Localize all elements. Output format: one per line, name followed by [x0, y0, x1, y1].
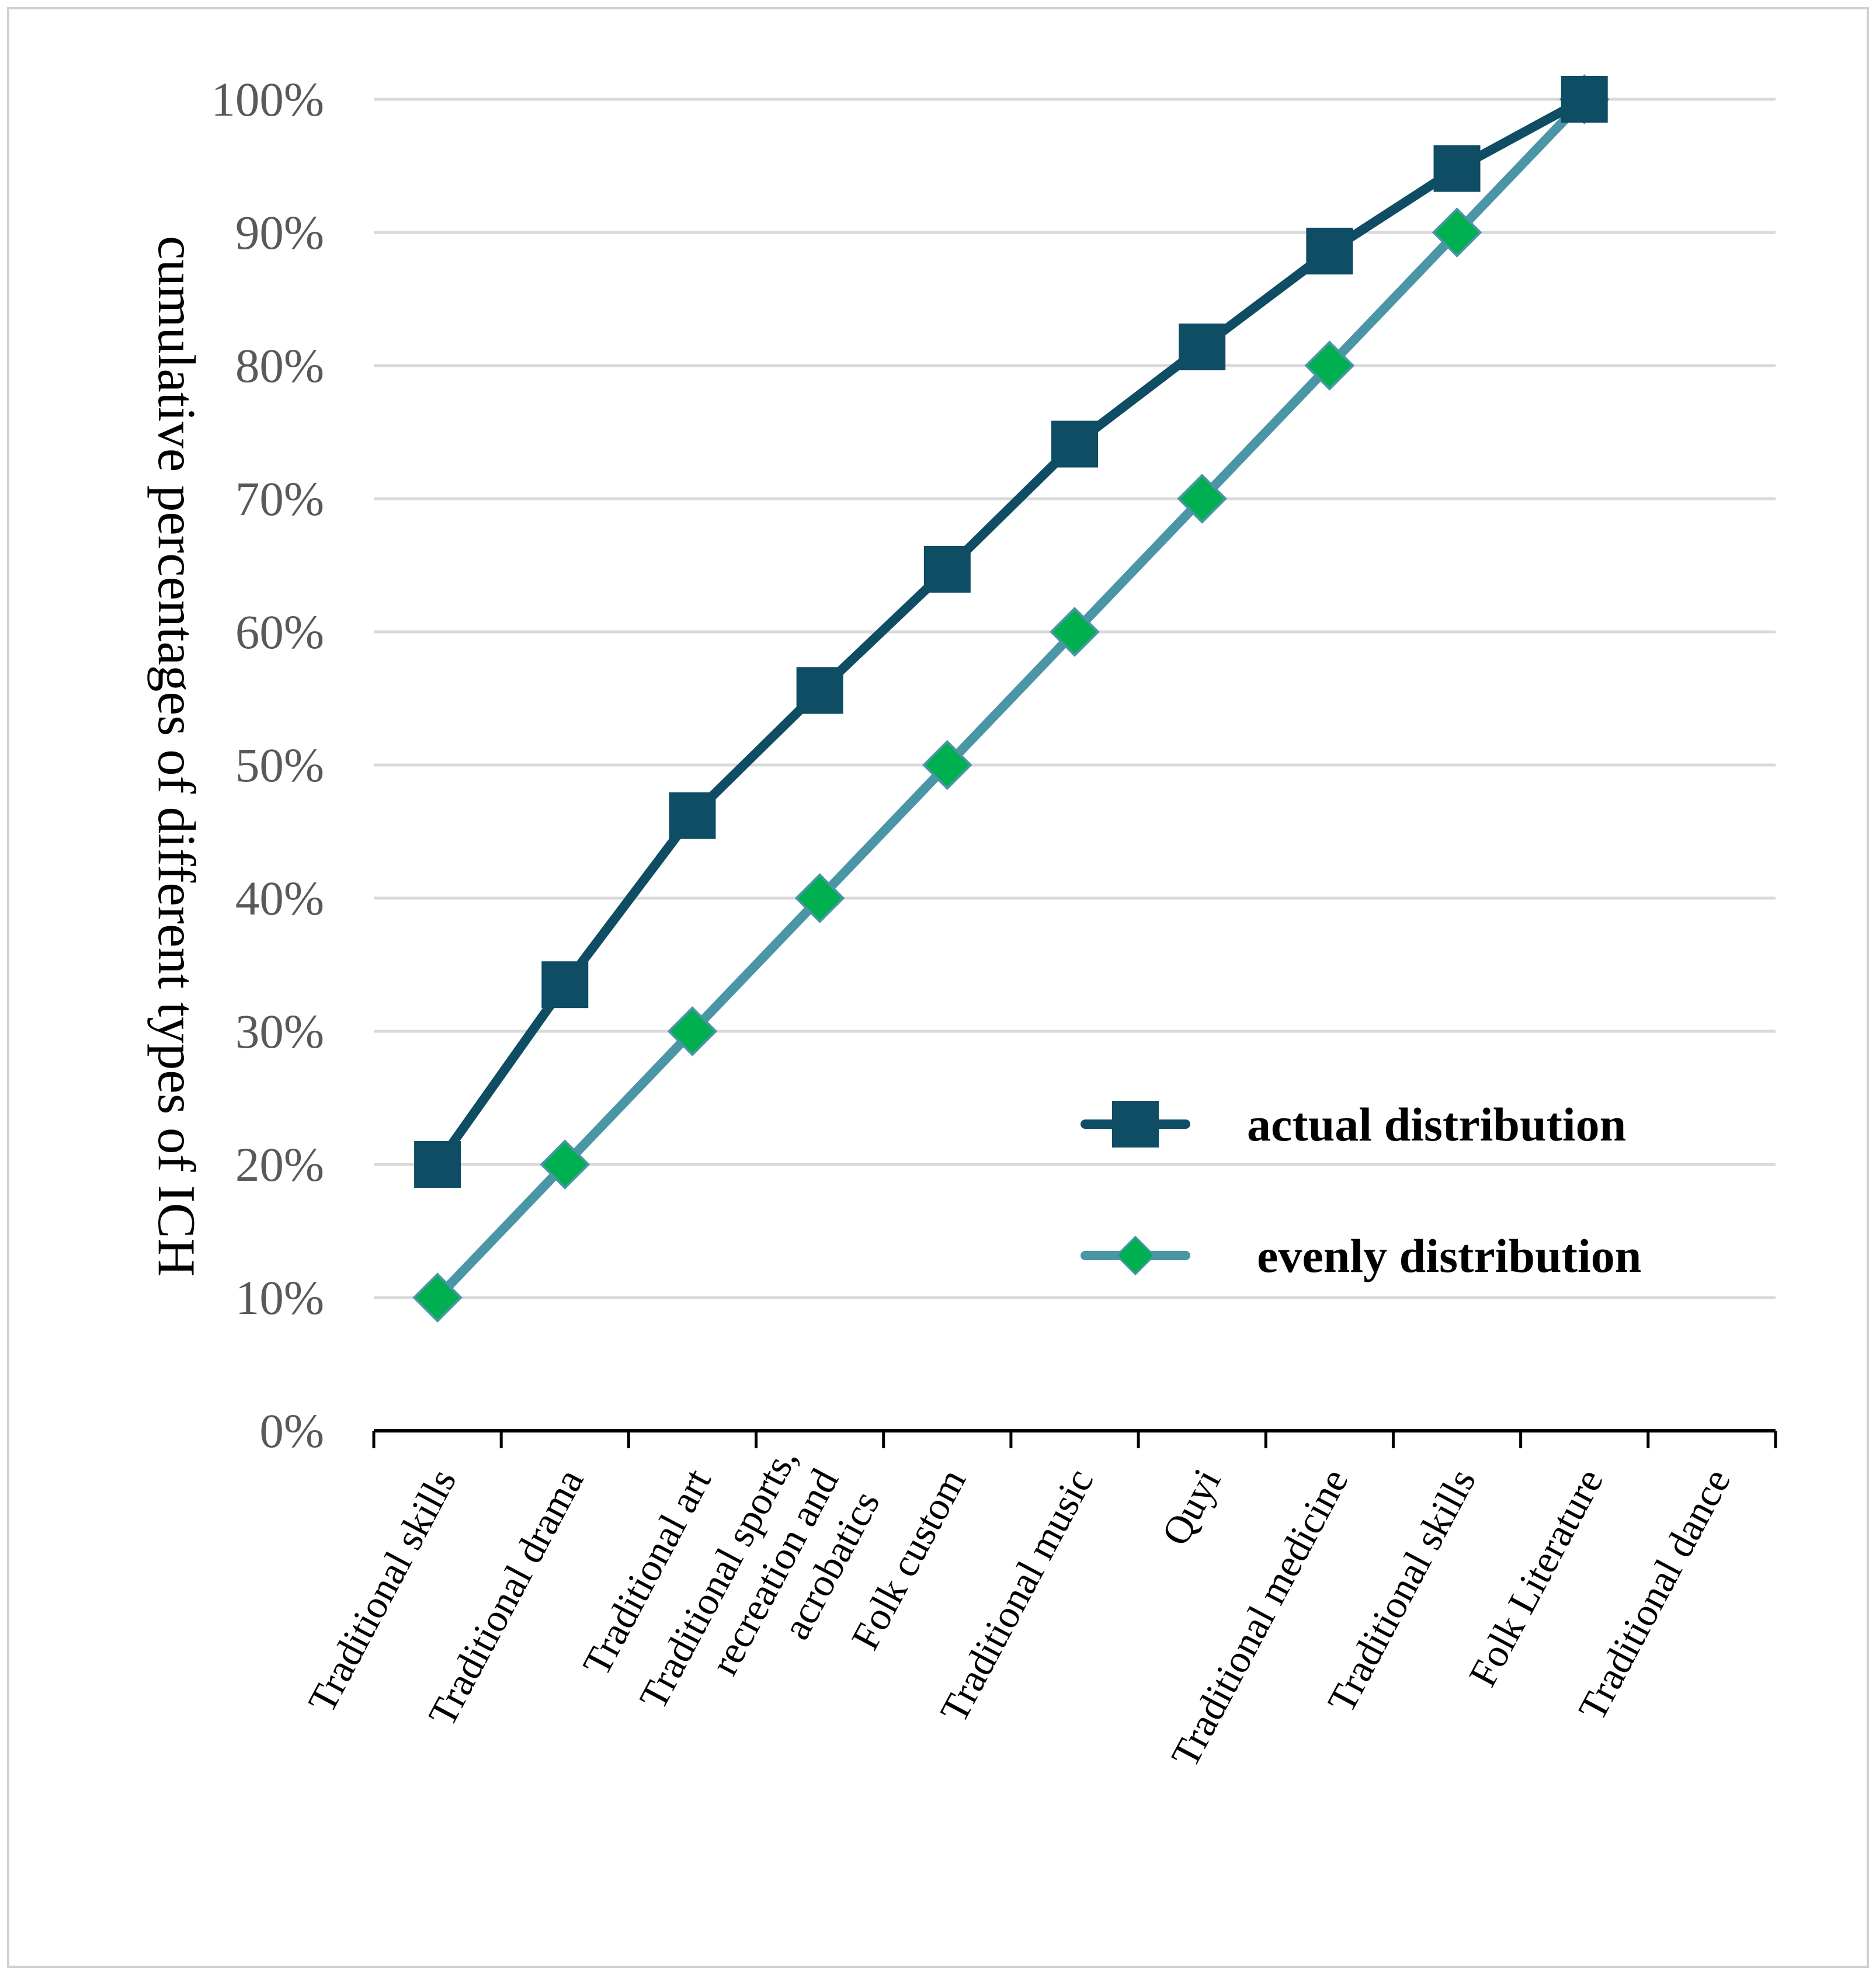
y-tick-label: 100% — [211, 72, 324, 126]
y-tick-label: 30% — [235, 1004, 324, 1058]
y-tick-label: 60% — [235, 605, 324, 659]
evenly-distribution-line — [434, 96, 1588, 1301]
legend-label: evenly distribution — [1257, 1229, 1641, 1282]
grid-lines — [374, 98, 1776, 1299]
y-tick-label: 0% — [259, 1404, 324, 1458]
data-point-square — [1179, 324, 1226, 371]
data-point-diamond — [794, 873, 845, 923]
data-point-diamond — [1432, 207, 1482, 258]
data-point-square — [1051, 420, 1098, 468]
y-tick-label: 50% — [235, 738, 324, 792]
data-point-diamond — [1177, 474, 1228, 524]
data-point-diamond — [1304, 340, 1355, 391]
y-tick-label: 40% — [235, 871, 324, 925]
data-point-square — [1433, 145, 1481, 192]
y-tick-label: 80% — [235, 339, 324, 392]
actual-distribution-line — [433, 95, 1587, 1167]
y-tick-label: 10% — [235, 1271, 324, 1324]
legend-marker-diamond — [1115, 1235, 1156, 1276]
y-axis-label: cumulative percentages of different type… — [147, 236, 206, 1277]
data-point-diamond — [540, 1139, 590, 1190]
data-point-square — [1306, 227, 1353, 274]
y-tick-label: 20% — [235, 1138, 324, 1191]
legend-marker-square — [1112, 1101, 1159, 1148]
data-point-diamond — [412, 1272, 463, 1323]
data-point-diamond — [922, 740, 972, 790]
y-tick-labels: 0% 10% 20% 30% 40% 50% 60% 70% 80% 90% 100% — [211, 72, 324, 1458]
data-point-diamond — [667, 1006, 718, 1056]
legend-label: actual distribution — [1247, 1098, 1626, 1151]
legend: actual distribution evenly distribution — [1081, 1098, 1641, 1282]
data-point-square — [541, 961, 589, 1009]
chart-frame — [7, 7, 1869, 1968]
data-point-square — [796, 667, 843, 714]
data-point-square — [923, 545, 971, 593]
y-tick-label: 90% — [235, 206, 324, 259]
data-point-diamond — [1050, 607, 1100, 657]
data-point-square — [669, 792, 716, 839]
data-point-square — [1561, 76, 1608, 123]
series-lines — [412, 74, 1610, 1323]
y-tick-label: 70% — [235, 472, 324, 526]
data-point-square — [414, 1141, 461, 1188]
x-axis — [372, 1429, 1777, 1448]
